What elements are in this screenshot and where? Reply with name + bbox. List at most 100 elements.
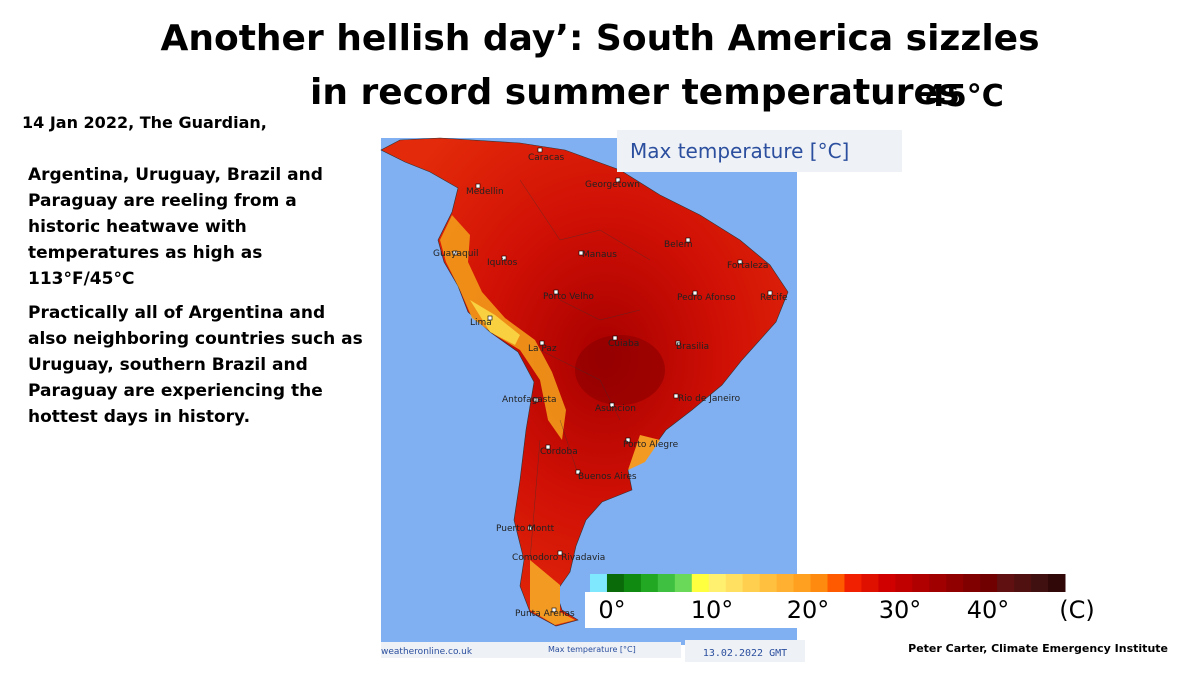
date-box [685,640,805,662]
city-label: Comodoro Rivadavia [512,553,605,563]
city-label: Pedro Afonso [677,293,736,303]
article-line: Practically all of Argentina and [28,303,325,323]
hot-core [575,335,665,405]
scale-swatch [708,574,727,592]
map-footer [381,642,681,658]
scale-swatch [657,574,676,592]
city-dot [578,250,584,256]
article-line: also neighboring countries such as [28,329,363,349]
city-label: La Paz [528,344,557,354]
city-dot [557,550,563,556]
city-dot [537,147,543,153]
scale-swatch [827,574,845,592]
city-label: Porto Alegre [623,440,679,450]
city-dot [767,290,773,296]
cool-patch [470,300,520,345]
city-dot [685,237,691,243]
scale-swatch [912,574,930,592]
scale-swatch [929,574,947,592]
article-line: Uruguay, southern Brazil and [28,355,308,375]
city-label: Caracas [528,153,564,163]
scale-swatch [997,574,1015,592]
scale-swatch [895,574,913,592]
scale-swatch [725,574,744,592]
scale-label: 30° [879,596,922,624]
city-dot [575,469,581,475]
border [519,179,651,561]
city-label: Rio de Janeiro [678,394,741,404]
scale-label: (C) [1059,596,1094,624]
city-dot [737,259,743,265]
city-dot [539,340,545,346]
scale-swatch [878,574,896,592]
city-dot [675,340,681,346]
city-label: Fortaleza [727,261,768,271]
article-line: Paraguay are reeling from a [28,191,297,211]
scale-swatch [640,574,659,592]
city-label: Cordoba [540,447,578,457]
city-dot [615,177,621,183]
city-label: Puerto Montt [496,524,555,534]
scale-swatch [963,574,981,592]
scale-swatch [946,574,964,592]
city-dot [692,290,698,296]
scale-swatch [980,574,998,592]
scale-swatch [691,574,710,592]
city-dot [553,289,559,295]
city-label: Cuiaba [608,339,639,349]
map: Caracas Georgetown Medellin Guayaquil Iquito… [380,130,1110,662]
city-label: Georgetown [585,180,640,190]
article-line: temperatures as high as [28,243,262,263]
scale-label-box [585,592,1110,628]
scale-label: 20° [787,596,830,624]
scale-swatch [674,574,693,592]
city-dot [545,444,551,450]
city-label: Belem [664,240,693,250]
scale-label: 40° [967,596,1010,624]
city-label: Porto Velho [543,292,594,302]
scale-swatch [606,574,625,592]
city-label: Lima [470,318,492,328]
city-label: Manaus [582,250,617,260]
city-label: Recife [760,293,788,303]
scale-swatch [810,574,828,592]
scale-swatch [844,574,862,592]
scale-swatch [793,574,812,592]
map-caption: Max temperature [°C] [548,645,636,654]
article-line: 113°F/45°C [28,269,134,289]
article-line: hottest days in history. [28,407,250,427]
scale-swatch [742,574,761,592]
scale-swatch [1048,574,1066,592]
city-dot [609,402,615,408]
city-dot [452,250,458,256]
cool-patch [530,435,660,625]
title-line: in record summer temperatures [310,72,959,113]
city-dot [501,255,507,261]
scale-swatch [590,574,608,592]
article-line: Argentina, Uruguay, Brazil and [28,165,323,185]
city-label: Iquitos [487,258,518,268]
scale-label: 10° [691,596,734,624]
city-label: Brasilia [676,342,709,352]
article-line: Paraguay are experiencing the [28,381,323,401]
city-dot [551,607,557,613]
map-heading: Max temperature [°C] [630,139,849,163]
scale-swatch [1031,574,1049,592]
city-dot [673,393,679,399]
city-label: Antofagasta [502,395,557,405]
map-date: 13.02.2022 GMT [703,648,787,659]
city-label: Guayaquil [433,249,478,259]
city-dot [625,437,631,443]
article-source: 14 Jan 2022, The Guardian, [22,113,267,132]
map-site: weatheronline.co.uk [381,647,473,657]
city-dot [475,183,481,189]
scale-swatch [776,574,795,592]
scale-label: 0° [598,596,625,624]
city-label: Punta Arenas [515,609,575,619]
city-dot [533,397,539,403]
city-label: Buenos Aires [578,472,637,482]
scale-swatch [759,574,778,592]
scale-swatch [623,574,642,592]
map-heading-box [617,130,902,172]
